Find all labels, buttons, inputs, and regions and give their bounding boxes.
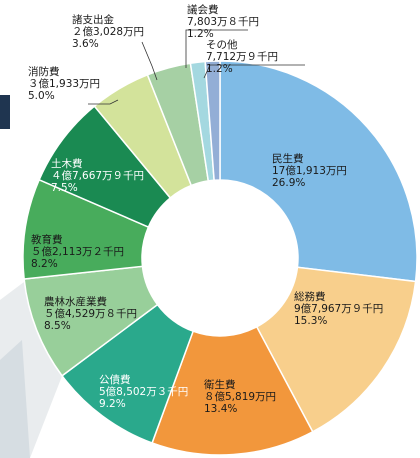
slice-3 (151, 325, 314, 456)
slice-2 (255, 266, 417, 433)
slice-name: 議会費 (187, 3, 219, 16)
slice-name: その他 (206, 38, 238, 51)
slice-name: 衛生費 (204, 378, 236, 391)
leader-line-11 (203, 64, 305, 79)
slice-amount: 7,803万８千円 (187, 16, 259, 28)
slice-amount: ５億4,529万８千円 (44, 307, 137, 320)
slice-name: 農林水産業費 (44, 295, 107, 308)
slice-name: 土木費 (51, 157, 83, 170)
slice-label-11: その他 7,712万９千円 1.2% (206, 38, 278, 75)
slice-name: 民生費 (272, 152, 304, 165)
donut-hole (143, 181, 297, 335)
slice-label-1: 民生費 17億1,913万円 26.9% (272, 152, 347, 189)
leader-line-8 (88, 99, 119, 105)
slice-amount: ３億1,933万円 (28, 77, 100, 90)
slice-11 (204, 60, 221, 182)
slice-percent: 8.5% (44, 320, 71, 332)
slice-label-6: 教育費５億2,113万２千円 8.2% (31, 233, 124, 270)
slice-label-3: 衛生費８億5,819万円 13.4% (204, 378, 276, 415)
slice-label-7: 土木費４億7,667万９千円 7.5% (51, 157, 144, 194)
slice-amount: 9億7,967万９千円 (294, 302, 383, 315)
slice-amount: ２億3,028万円 (72, 25, 144, 38)
slice-name: 総務費 (294, 290, 326, 303)
slice-label-8: 消防費３億1,933万円 5.0% (28, 65, 100, 102)
leader-line-10 (185, 29, 248, 68)
slice-name: 諸支出金 (72, 13, 114, 26)
slice-amount: ５億2,113万２千円 (31, 245, 124, 258)
slice-percent: 13.4% (204, 403, 237, 415)
slice-name: 消防費 (28, 65, 60, 78)
slice-amount: 7,712万９千円 (206, 51, 278, 63)
slice-percent: 8.2% (31, 258, 58, 270)
slice-label-4: 公債費 5億8,502万３千円 9.2% (99, 373, 188, 410)
slice-percent: 1.2% (206, 63, 233, 75)
slice-amount: 5億8,502万３千円 (99, 385, 188, 398)
slice-percent: 9.2% (99, 398, 126, 410)
slice-percent: 15.3% (294, 315, 327, 327)
slice-percent: 5.0% (28, 90, 55, 102)
slice-name: 教育費 (31, 233, 63, 246)
leader-line-9 (141, 41, 158, 81)
slice-1 (219, 60, 418, 283)
slice-amount: ８億5,819万円 (204, 390, 276, 403)
slice-label-10: 議会費 7,803万８千円 1.2% (187, 3, 259, 40)
slice-amount: ４億7,667万９千円 (51, 169, 144, 182)
slice-label-5: 農林水産業費５億4,529万８千円 8.5% (44, 295, 137, 332)
slice-percent: 26.9% (272, 177, 305, 189)
slice-percent: 3.6% (72, 38, 99, 50)
slice-percent: 7.5% (51, 182, 78, 194)
slice-label-2: 総務費 9億7,967万９千円 15.3% (294, 290, 383, 327)
slice-amount: 17億1,913万円 (272, 164, 347, 177)
slice-percent: 1.2% (187, 28, 214, 40)
slice-label-9: 諸支出金２億3,028万円 3.6% (72, 13, 144, 50)
slice-name: 公債費 (99, 373, 131, 386)
